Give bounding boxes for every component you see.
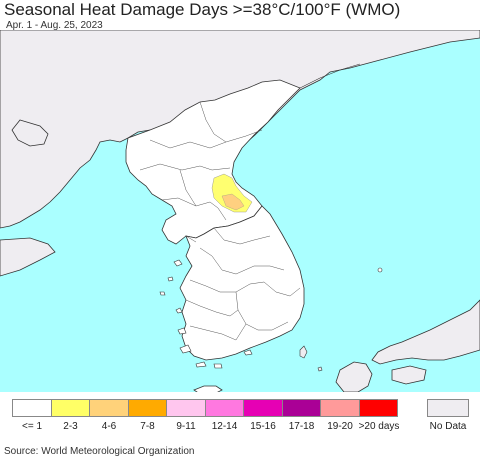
- legend-swatch-9-11: [166, 399, 206, 417]
- legend-swatch-7-8: [127, 399, 167, 417]
- west-islands: [159, 259, 253, 369]
- legend-swatch-no-data: [427, 399, 469, 417]
- japan-kyushu: [335, 361, 373, 392]
- legend-label: 12-14: [211, 421, 238, 432]
- legend-swatch-12-14: [204, 399, 244, 417]
- ulleungdo: [377, 267, 383, 273]
- heat-damage-map: [0, 30, 480, 392]
- legend-label: 9-11: [176, 421, 196, 432]
- legend-swatch-gt20: [358, 399, 398, 417]
- legend-label: 7-8: [140, 421, 155, 432]
- tsushima-islands: [299, 345, 323, 372]
- legend: [12, 399, 398, 417]
- legend-label: 19-20: [327, 421, 353, 432]
- jeju-island: [193, 385, 223, 392]
- legend-label: <= 1: [21, 421, 43, 432]
- date-range: Apr. 1 - Aug. 25, 2023: [6, 20, 103, 31]
- japan-honshu: [371, 299, 480, 365]
- legend-swatch-4-6: [89, 399, 129, 417]
- south-korea: [179, 205, 305, 361]
- hot-area-4-6: [221, 193, 245, 211]
- legend-label-no-data: No Data: [429, 421, 467, 432]
- japan-shikoku: [391, 365, 427, 385]
- legend-label: 2-3: [63, 421, 78, 432]
- page-title: Seasonal Heat Damage Days >=38°C/100°F (…: [4, 0, 401, 19]
- province-borders: [139, 101, 301, 341]
- legend-swatch-le1: [12, 399, 52, 417]
- legend-label: >20 days: [358, 421, 400, 432]
- legend-swatch-2-3: [50, 399, 90, 417]
- legend-swatch-15-16: [243, 399, 283, 417]
- legend-label: 17-18: [288, 421, 315, 432]
- liaodong-peninsula: [11, 119, 49, 147]
- legend-swatch-17-18: [281, 399, 321, 417]
- source-credit: Source: World Meteorological Organizatio…: [4, 446, 195, 457]
- legend-label: 15-16: [250, 421, 276, 432]
- legend-swatch-19-20: [320, 399, 360, 417]
- hot-area-2-3: [211, 173, 253, 213]
- legend-label: 4-6: [101, 421, 117, 432]
- shandong-peninsula: [0, 237, 56, 277]
- russia-coast-detail: [299, 63, 361, 89]
